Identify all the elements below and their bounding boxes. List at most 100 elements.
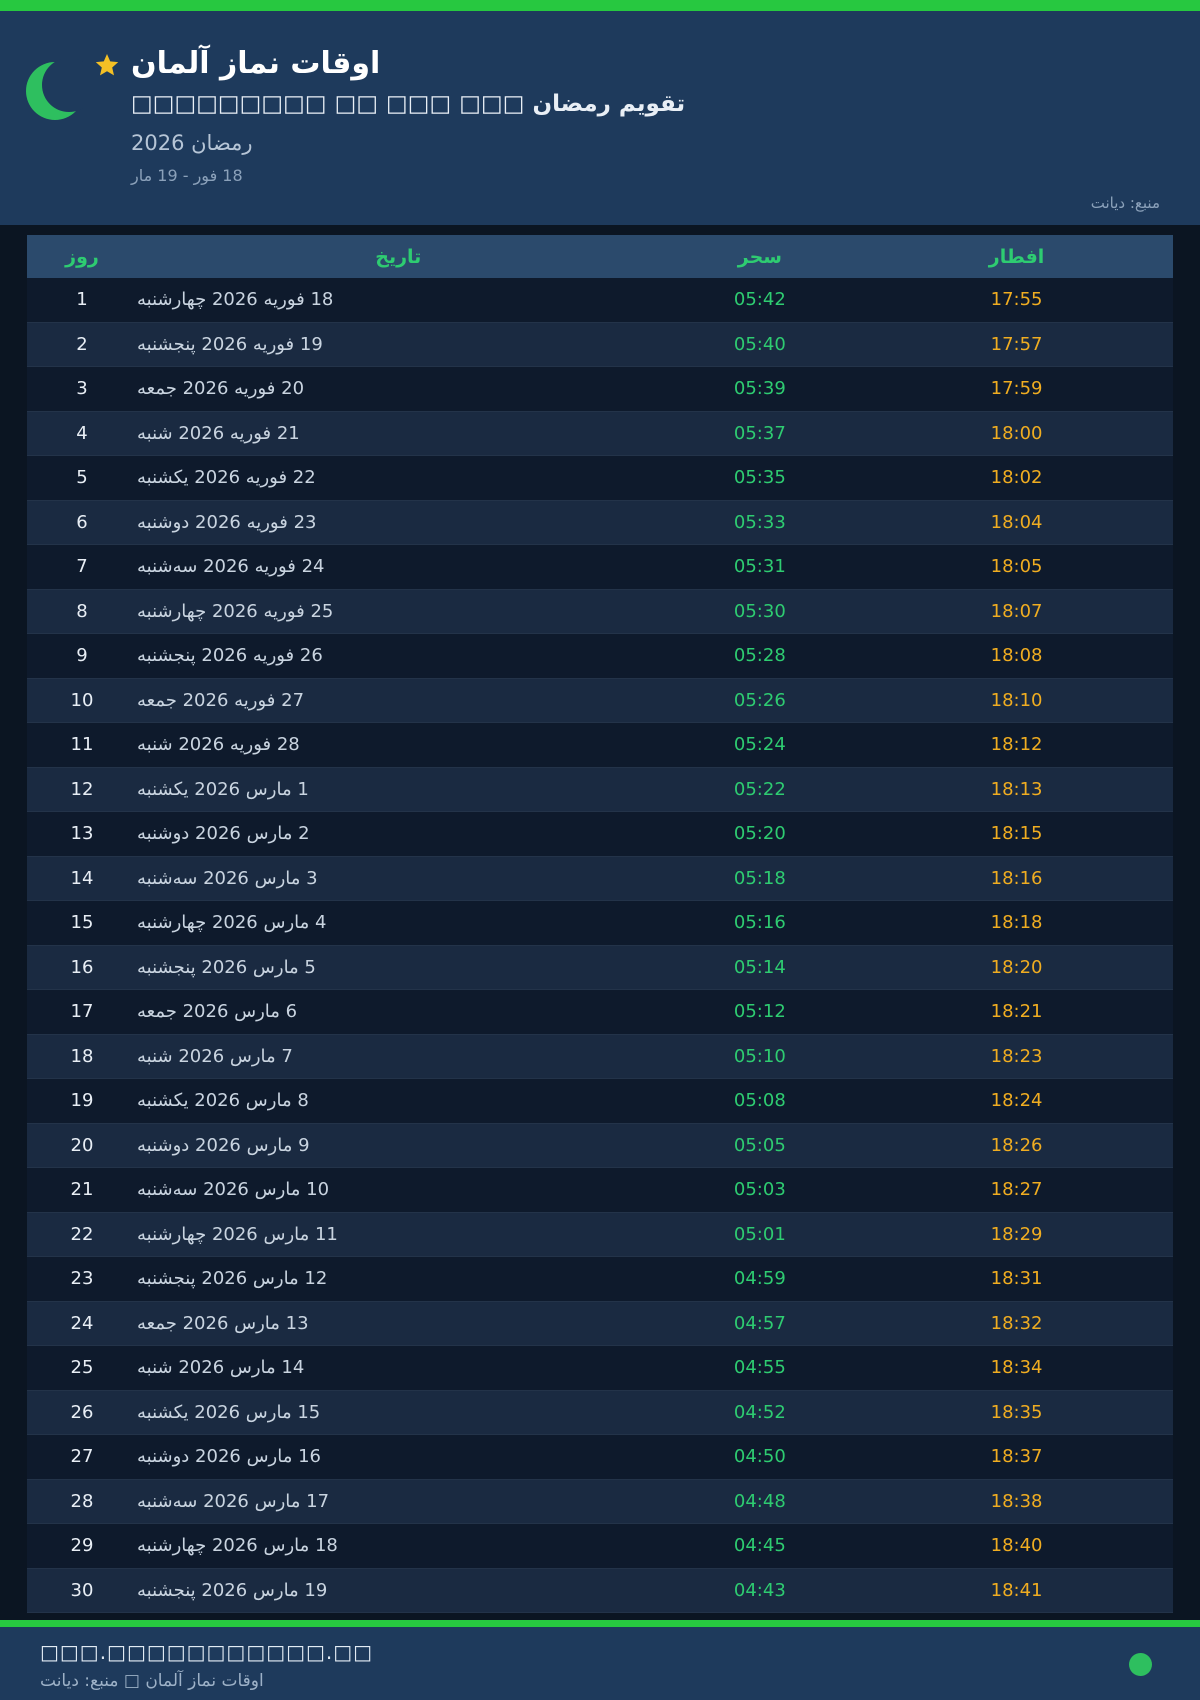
table-row: 22 11 مارس 2026 چهارشنبه 05:01 18:29 xyxy=(27,1212,1173,1257)
cell-suhoor: 04:55 xyxy=(659,1345,861,1391)
cell-suhoor: 05:05 xyxy=(659,1123,861,1168)
main-content: روز تاریخ سحر افطار 1 18 فوریه 2026 چهارش… xyxy=(0,225,1200,1620)
cell-suhoor: 05:37 xyxy=(659,411,861,456)
footer: □□□.□□□□□□□□□□□.□□ اوقات نماز آلمان □ من… xyxy=(0,1627,1200,1700)
cell-iftar: 18:16 xyxy=(860,856,1173,901)
cell-suhoor: 05:01 xyxy=(659,1212,861,1257)
cell-suhoor: 04:48 xyxy=(659,1479,861,1524)
cell-iftar: 18:05 xyxy=(860,544,1173,590)
cell-day: 17 xyxy=(27,989,138,1035)
cell-iftar: 18:26 xyxy=(860,1123,1173,1168)
cell-iftar: 18:15 xyxy=(860,811,1173,857)
cell-iftar: 18:24 xyxy=(860,1078,1173,1124)
table-row: 17 6 مارس 2026 جمعه 05:12 18:21 xyxy=(27,989,1173,1035)
cell-date: 10 مارس 2026 سه‌شنبه xyxy=(137,1167,660,1213)
cell-suhoor: 05:26 xyxy=(659,678,861,723)
cell-date: 25 فوریه 2026 چهارشنبه xyxy=(137,589,660,634)
cell-suhoor: 05:12 xyxy=(659,989,861,1035)
col-header-date: تاریخ xyxy=(137,235,660,278)
cell-date: 2 مارس 2026 دوشنبه xyxy=(137,811,660,857)
cell-iftar: 18:08 xyxy=(860,633,1173,679)
cell-date: 1 مارس 2026 یکشنبه xyxy=(137,767,660,812)
cell-suhoor: 05:20 xyxy=(659,811,861,857)
cell-suhoor: 04:59 xyxy=(659,1256,861,1302)
cell-suhoor: 04:45 xyxy=(659,1523,861,1569)
cell-suhoor: 05:14 xyxy=(659,945,861,990)
header: اوقات نماز آلمان تقویم رمضان □□□ □□□ □□ … xyxy=(0,11,1200,225)
cell-day: 3 xyxy=(27,366,138,412)
cell-iftar: 17:57 xyxy=(860,322,1173,367)
col-header-iftar: افطار xyxy=(860,235,1173,278)
cell-date: 3 مارس 2026 سه‌شنبه xyxy=(137,856,660,901)
cell-iftar: 18:38 xyxy=(860,1479,1173,1524)
cell-date: 28 فوریه 2026 شنبه xyxy=(137,722,660,768)
cell-day: 9 xyxy=(27,633,138,679)
cell-iftar: 18:10 xyxy=(860,678,1173,723)
col-header-day: روز xyxy=(27,235,138,278)
cell-date: 19 مارس 2026 پنجشنبه xyxy=(137,1568,660,1613)
cell-day: 5 xyxy=(27,455,138,501)
cell-day: 27 xyxy=(27,1434,138,1480)
cell-iftar: 17:59 xyxy=(860,366,1173,412)
cell-date: 18 مارس 2026 چهارشنبه xyxy=(137,1523,660,1569)
cell-date: 8 مارس 2026 یکشنبه xyxy=(137,1078,660,1124)
table-row: 30 19 مارس 2026 پنجشنبه 04:43 18:41 xyxy=(27,1568,1173,1613)
table-row: 16 5 مارس 2026 پنجشنبه 05:14 18:20 xyxy=(27,945,1173,990)
table-body: 1 18 فوریه 2026 چهارشنبه 05:42 17:55 2 19 فور… xyxy=(27,278,1173,1613)
cell-day: 6 xyxy=(27,500,138,545)
table-row: 10 27 فوریه 2026 جمعه 05:26 18:10 xyxy=(27,678,1173,723)
cell-day: 26 xyxy=(27,1390,138,1435)
cell-date: 27 فوریه 2026 جمعه xyxy=(137,678,660,723)
crescent-moon-star-logo xyxy=(24,47,124,133)
cell-iftar: 18:18 xyxy=(860,900,1173,946)
footer-website: □□□.□□□□□□□□□□□.□□ xyxy=(40,1640,374,1664)
cell-iftar: 18:29 xyxy=(860,1212,1173,1257)
table-row: 5 22 فوریه 2026 یکشنبه 05:35 18:02 xyxy=(27,455,1173,501)
cell-iftar: 18:07 xyxy=(860,589,1173,634)
cell-iftar: 18:00 xyxy=(860,411,1173,456)
table-row: 24 13 مارس 2026 جمعه 04:57 18:32 xyxy=(27,1301,1173,1346)
cell-suhoor: 05:31 xyxy=(659,544,861,590)
page-title: اوقات نماز آلمان xyxy=(131,46,381,81)
table-row: 6 23 فوریه 2026 دوشنبه 05:33 18:04 xyxy=(27,500,1173,545)
table-row: 9 26 فوریه 2026 پنجشنبه 05:28 18:08 xyxy=(27,633,1173,679)
cell-date: 26 فوریه 2026 پنجشنبه xyxy=(137,633,660,679)
cell-suhoor: 05:35 xyxy=(659,455,861,501)
cell-date: 4 مارس 2026 چهارشنبه xyxy=(137,900,660,946)
cell-day: 15 xyxy=(27,900,138,946)
cell-iftar: 17:55 xyxy=(860,278,1173,323)
cell-suhoor: 05:39 xyxy=(659,366,861,412)
cell-day: 10 xyxy=(27,678,138,723)
cell-day: 16 xyxy=(27,945,138,990)
cell-date: 15 مارس 2026 یکشنبه xyxy=(137,1390,660,1435)
cell-date: 21 فوریه 2026 شنبه xyxy=(137,411,660,456)
cell-date: 18 فوریه 2026 چهارشنبه xyxy=(137,278,660,323)
cell-day: 19 xyxy=(27,1078,138,1124)
cell-day: 2 xyxy=(27,322,138,367)
cell-date: 20 فوریه 2026 جمعه xyxy=(137,366,660,412)
cell-suhoor: 05:33 xyxy=(659,500,861,545)
table-row: 20 9 مارس 2026 دوشنبه 05:05 18:26 xyxy=(27,1123,1173,1168)
prayer-times-table: روز تاریخ سحر افطار 1 18 فوریه 2026 چهارش… xyxy=(27,235,1173,1613)
page-subtitle: تقویم رمضان □□□ □□□ □□ □□□□□□□□□ xyxy=(131,90,686,117)
cell-day: 23 xyxy=(27,1256,138,1302)
table-row: 19 8 مارس 2026 یکشنبه 05:08 18:24 xyxy=(27,1078,1173,1124)
cell-iftar: 18:13 xyxy=(860,767,1173,812)
cell-iftar: 18:31 xyxy=(860,1256,1173,1302)
cell-iftar: 18:20 xyxy=(860,945,1173,990)
table-row: 11 28 فوریه 2026 شنبه 05:24 18:12 xyxy=(27,722,1173,768)
cell-day: 12 xyxy=(27,767,138,812)
cell-day: 20 xyxy=(27,1123,138,1168)
table-row: 29 18 مارس 2026 چهارشنبه 04:45 18:40 xyxy=(27,1523,1173,1569)
cell-date: 6 مارس 2026 جمعه xyxy=(137,989,660,1035)
cell-suhoor: 05:18 xyxy=(659,856,861,901)
cell-suhoor: 05:22 xyxy=(659,767,861,812)
source-label: منبع: دیانت xyxy=(1090,194,1160,212)
cell-date: 17 مارس 2026 سه‌شنبه xyxy=(137,1479,660,1524)
cell-day: 7 xyxy=(27,544,138,590)
star-icon xyxy=(95,54,119,76)
cell-day: 21 xyxy=(27,1167,138,1213)
cell-date: 24 فوریه 2026 سه‌شنبه xyxy=(137,544,660,590)
cell-day: 30 xyxy=(27,1568,138,1613)
